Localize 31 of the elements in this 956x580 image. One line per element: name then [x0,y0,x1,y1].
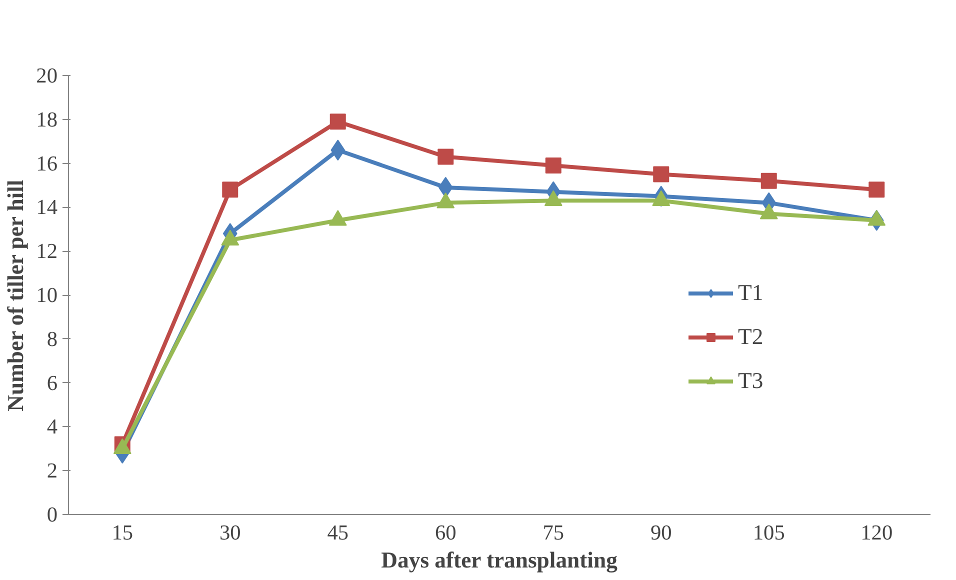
y-tick-label: 8 [46,326,58,351]
y-tick-label: 14 [36,195,58,220]
x-tick-label: 75 [542,520,564,544]
legend-label: T3 [738,368,764,394]
x-tick-label: 30 [219,520,241,544]
y-tick-label: 0 [46,502,58,526]
x-tick-label: 105 [752,520,785,544]
y-tick-label: 2 [46,458,58,483]
point [653,166,670,182]
x-tick-label: 90 [650,520,672,544]
x-tick-label: 120 [860,520,893,544]
point [222,182,238,198]
x-axis-title: Days after transplanting [381,548,618,572]
y-tick-label: 16 [36,151,58,176]
y-axis-title: Number of tiller per hill [3,180,28,412]
x-tick-label: 60 [434,520,456,544]
point [868,182,885,198]
legend-label: T1 [738,280,764,306]
y-tick-label: 12 [36,239,58,264]
legend-label: T2 [738,324,764,350]
y-tick-label: 4 [46,414,58,439]
point [760,172,777,189]
x-tick-label: 15 [112,520,134,544]
point [545,157,562,174]
point [330,114,346,130]
point [438,148,454,165]
y-tick-label: 18 [36,107,58,132]
x-tick-label: 45 [327,520,349,544]
y-tick-label: 10 [36,283,58,307]
y-tick-label: 6 [46,370,58,395]
y-tick-label: 20 [36,64,58,88]
